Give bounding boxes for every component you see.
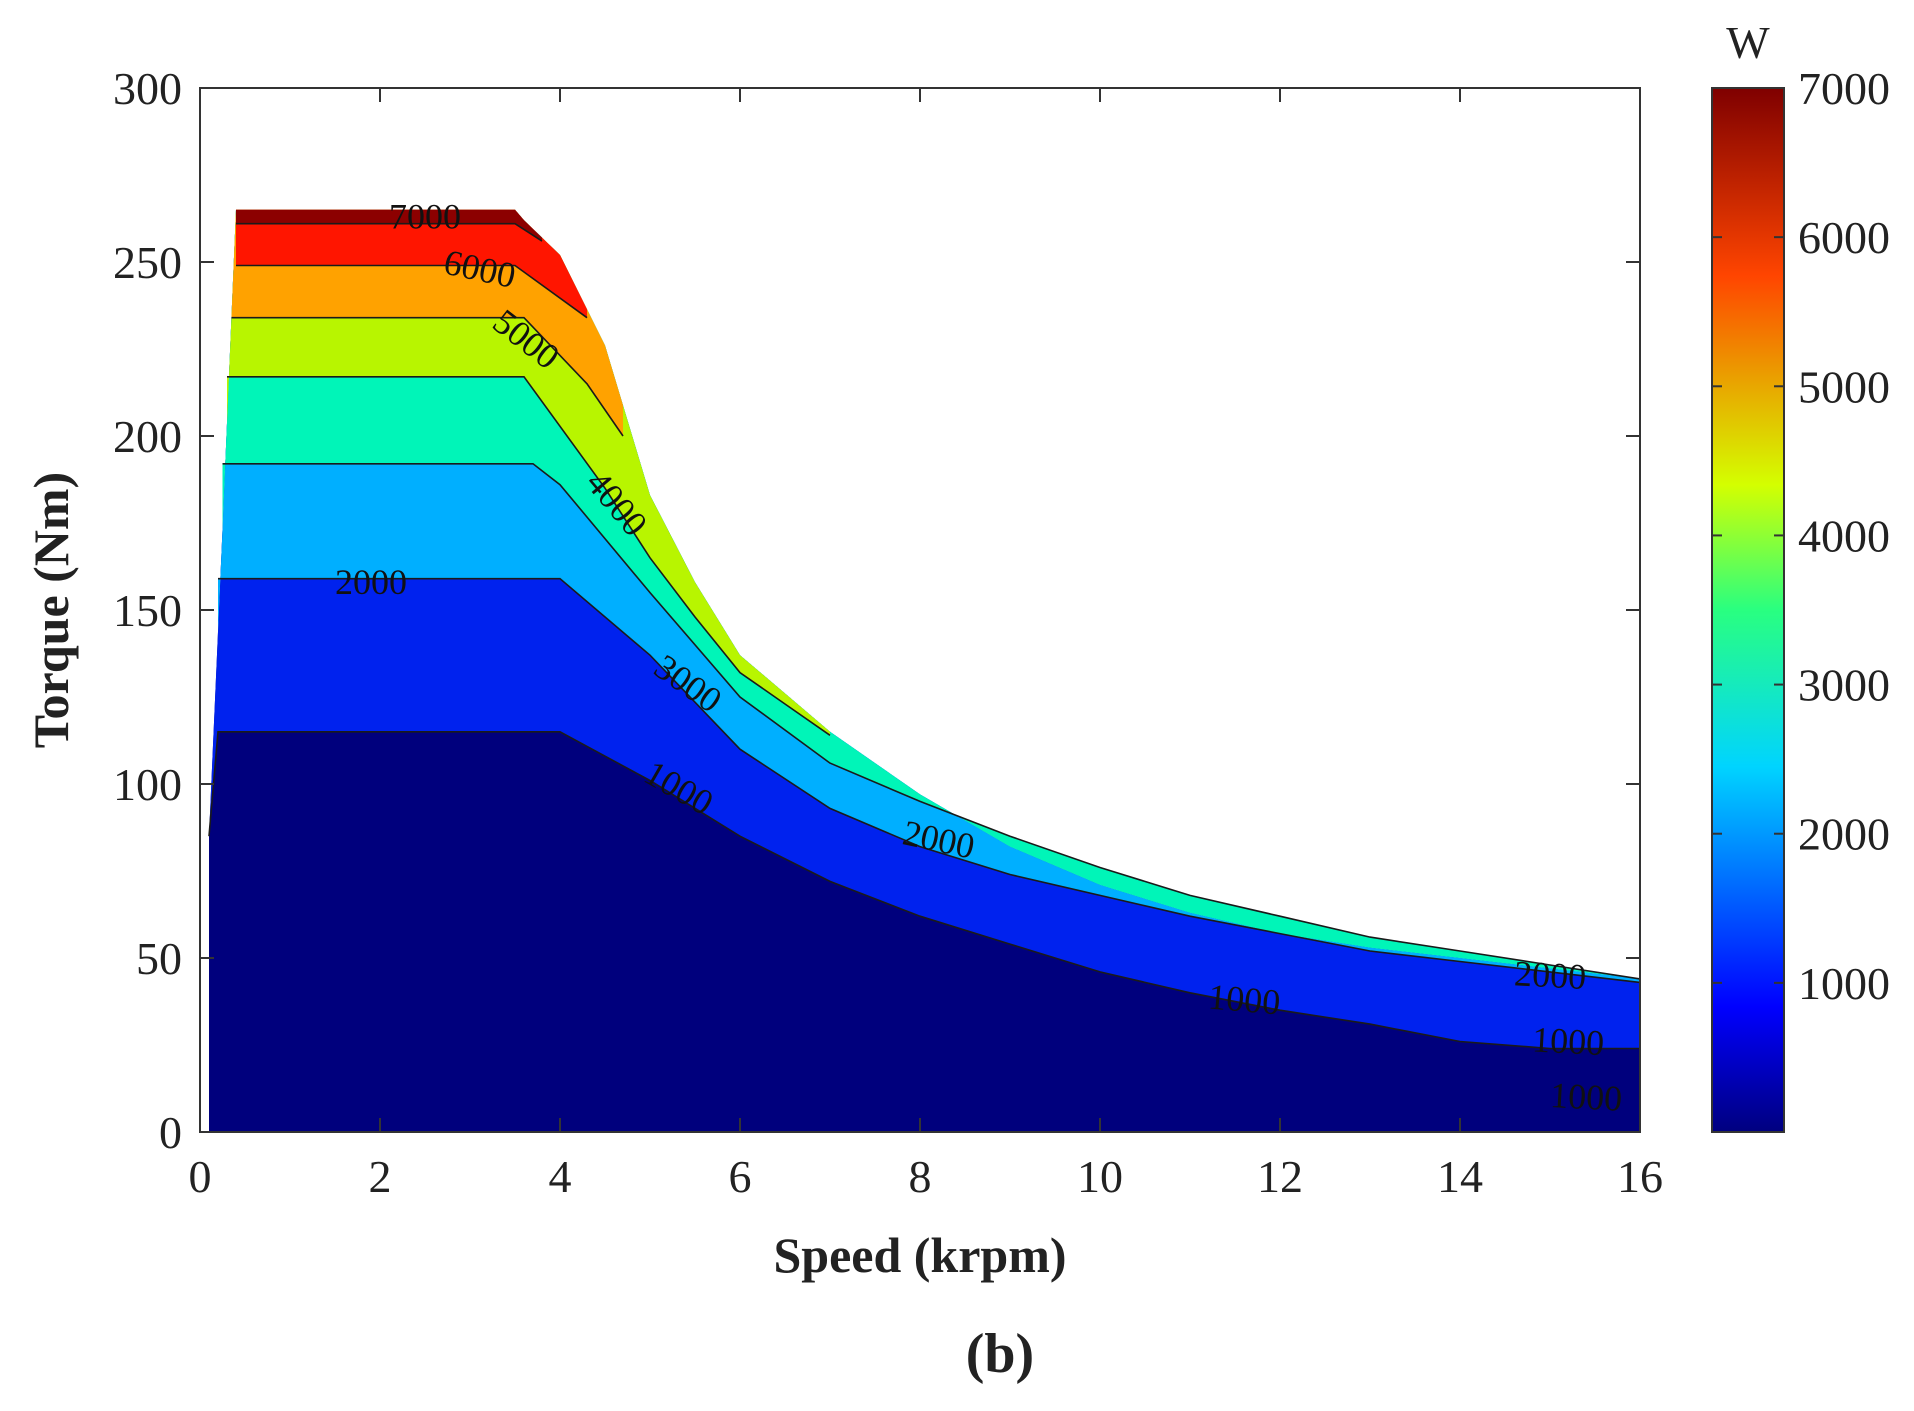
x-tick-label-7: 14	[1437, 1151, 1483, 1202]
y-tick-label-1: 50	[136, 933, 182, 984]
x-tick-label-6: 12	[1257, 1151, 1303, 1202]
contour-label-10: 1000	[1531, 1019, 1605, 1063]
x-tick-label-5: 10	[1077, 1151, 1123, 1202]
y-tick-label-6: 300	[113, 63, 182, 114]
colorbar: W 1000 2000 3000 4000 5000 6000 7000	[1711, 17, 1890, 1133]
colorbar-tick-label-3: 4000	[1798, 510, 1890, 561]
x-tick-label-1: 2	[369, 1151, 392, 1202]
x-tick-label-8: 16	[1617, 1151, 1663, 1202]
contour-label-layer: 7000600050004000300020001000200010002000…	[335, 197, 1623, 1119]
x-tick-label-4: 8	[909, 1151, 932, 1202]
plot-area: 7000600050004000300020001000200010002000…	[113, 63, 1663, 1202]
x-tick-label-3: 6	[729, 1151, 752, 1202]
contour-line-4000	[231, 316, 624, 437]
y-tick-label-2: 100	[113, 759, 182, 810]
contour-label-8: 1000	[1207, 976, 1282, 1022]
contour-line-5000	[236, 264, 588, 319]
colorbar-tick-label-0: 1000	[1798, 958, 1890, 1009]
y-tick-label-3: 150	[113, 585, 182, 636]
colorbar-tick-label-2: 3000	[1798, 660, 1890, 711]
colorbar-tick-label-6: 7000	[1798, 63, 1890, 114]
contour-line-1000	[208, 731, 1640, 1050]
contour-label-5: 2000	[335, 562, 407, 602]
x-axis-title: Speed (krpm)	[773, 1227, 1066, 1283]
contour-label-9: 2000	[1513, 953, 1587, 997]
colorbar-tick-layer: 1000 2000 3000 4000 5000 6000 7000	[1712, 63, 1890, 1009]
colorbar-title: W	[1726, 17, 1770, 68]
colorbar-gradient	[1711, 87, 1785, 1133]
x-tick-label-2: 4	[549, 1151, 572, 1202]
contour-line-2000	[222, 463, 1641, 980]
colorbar-tick-label-1: 2000	[1798, 809, 1890, 860]
contour-label-0: 7000	[389, 197, 461, 237]
y-tick-label-5: 250	[113, 237, 182, 288]
contour-fill-layer	[208, 209, 1641, 1133]
contour-line-1500	[218, 577, 1641, 984]
y-tick-label-0: 0	[159, 1107, 182, 1158]
contour-label-11: 1000	[1549, 1075, 1623, 1119]
y-axis-title: Torque (Nm)	[23, 472, 79, 748]
contour-region-4000	[227, 209, 830, 736]
x-tick-label-0: 0	[189, 1151, 212, 1202]
colorbar-tick-label-5: 6000	[1798, 212, 1890, 263]
contour-line-3000	[227, 376, 831, 736]
contour-region-7000	[236, 209, 542, 242]
panel-label: (b)	[966, 1323, 1034, 1385]
y-tick-label-4: 200	[113, 411, 182, 462]
contour-line-6000	[236, 222, 543, 242]
colorbar-tick-label-4: 5000	[1798, 361, 1890, 412]
tick-layer: 0 2 4 6 8 10 12 14 16 0 50 100 150 200 250 300	[113, 63, 1663, 1202]
contour-region-6000	[236, 209, 587, 318]
